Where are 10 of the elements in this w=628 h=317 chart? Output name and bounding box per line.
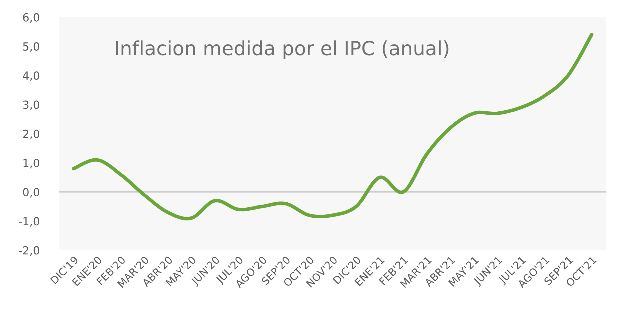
y-tick-label: -2,0 <box>19 246 40 256</box>
y-tick-label: 2,0 <box>23 130 40 140</box>
y-tick-label: 5,0 <box>23 42 40 52</box>
y-tick-label: 1,0 <box>24 159 40 169</box>
y-tick-label: 3,0 <box>23 100 40 110</box>
y-tick-label: -1,0 <box>19 217 40 227</box>
text: Inflacion medida por el IPC (anual) <box>116 40 449 60</box>
y-tick-label: 6,0 <box>23 13 40 23</box>
y-tick-label: 4,0 <box>23 72 40 82</box>
y-tick-label: 0,0 <box>23 188 40 198</box>
